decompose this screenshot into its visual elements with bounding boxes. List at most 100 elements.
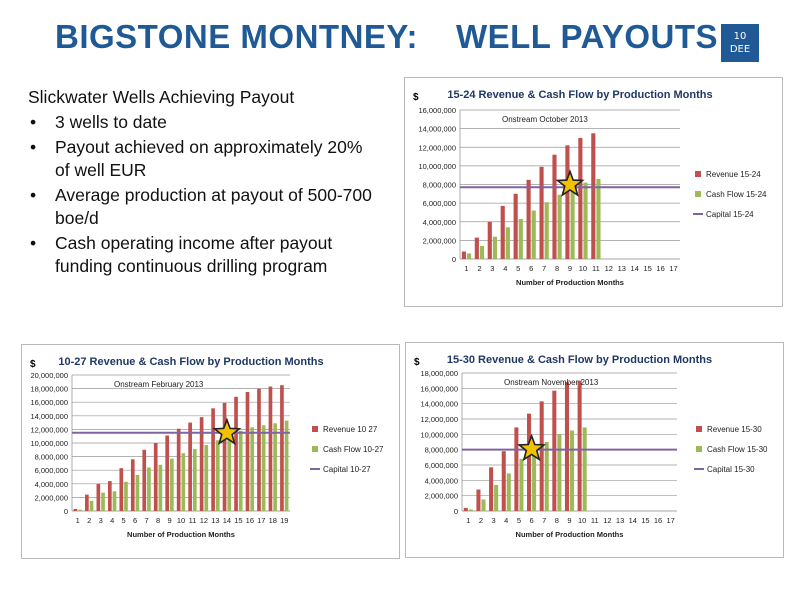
x-tick-label: 10 — [578, 516, 586, 525]
onstream-annotation: Onstream October 2013 — [502, 115, 588, 124]
cash-flow-bar — [505, 227, 510, 259]
y-tick-label: 2,000,000 — [425, 492, 458, 501]
slide-title: BIGSTONE MONTNEY: WELL PAYOUTS — [55, 18, 718, 56]
x-tick-label: 16 — [246, 516, 254, 525]
cash-flow-bar — [147, 467, 151, 511]
x-tick-label: 11 — [592, 264, 600, 273]
x-axis-label: Number of Production Months — [516, 530, 624, 539]
cash-flow-bar — [89, 500, 94, 511]
y-tick-label: 6,000,000 — [423, 199, 456, 208]
revenue-bar — [142, 449, 147, 511]
y-tick-label: 16,000,000 — [420, 384, 458, 393]
cash-flow-bar — [284, 420, 289, 511]
y-tick-label: 8,000,000 — [425, 446, 458, 455]
chart-title: 10-27 Revenue & Cash Flow by Production … — [58, 356, 323, 368]
summary-bullet: Cash operating income after payout fundi… — [28, 232, 378, 278]
payout-star-icon — [517, 433, 547, 462]
x-tick-label: 9 — [568, 264, 572, 273]
currency-label: $ — [413, 92, 419, 103]
x-tick-label: 12 — [605, 264, 613, 273]
cash-flow-bar — [78, 509, 82, 511]
chart-title: 15-30 Revenue & Cash Flow by Production … — [447, 354, 712, 366]
payout-star-icon — [555, 169, 585, 197]
revenue-bar — [539, 166, 544, 259]
revenue-bar — [130, 459, 135, 511]
x-tick-label: 11 — [189, 516, 197, 525]
summary-text: Slickwater Wells Achieving Payout 3 well… — [28, 86, 378, 280]
y-tick-label: 4,000,000 — [35, 480, 68, 489]
chart-15-30: 15-30 Revenue & Cash Flow by Production … — [405, 342, 784, 558]
cash-flow-bar — [468, 509, 473, 511]
revenue-bar — [577, 380, 582, 511]
cash-flow-bar — [227, 436, 232, 511]
summary-bullet: Payout achieved on approximately 20% of … — [28, 136, 378, 182]
y-tick-label: 10,000,000 — [418, 162, 456, 171]
y-tick-label: 6,000,000 — [425, 461, 458, 470]
y-tick-label: 14,000,000 — [420, 400, 458, 409]
x-tick-label: 3 — [99, 516, 103, 525]
currency-label: $ — [30, 359, 36, 370]
revenue-bar — [119, 468, 124, 511]
x-tick-label: 1 — [76, 516, 80, 525]
x-tick-label: 6 — [133, 516, 137, 525]
x-tick-label: 7 — [542, 264, 546, 273]
x-tick-label: 16 — [654, 516, 662, 525]
chart-15-30-svg: 15-30 Revenue & Cash Flow by Production … — [414, 354, 768, 539]
chart-title: 15-24 Revenue & Cash Flow by Production … — [447, 89, 712, 101]
x-tick-label: 14 — [223, 516, 231, 525]
cash-flow-bar — [557, 434, 562, 511]
x-tick-label: 17 — [667, 516, 675, 525]
revenue-bar — [489, 467, 494, 511]
revenue-bar — [268, 386, 273, 511]
x-tick-label: 14 — [629, 516, 637, 525]
chart-15-24: 15-24 Revenue & Cash Flow by Production … — [404, 77, 783, 307]
revenue-bar — [487, 221, 492, 259]
revenue-bar — [476, 489, 481, 511]
revenue-bar — [73, 508, 78, 511]
y-tick-label: 20,000,000 — [30, 371, 68, 380]
revenue-bar — [463, 507, 468, 511]
legend-swatch — [695, 171, 701, 177]
slide-title-left: BIGSTONE MONTNEY: — [55, 18, 418, 55]
cash-flow-bar — [518, 218, 523, 259]
cash-flow-bar — [101, 492, 105, 511]
cash-flow-bar — [596, 178, 601, 259]
y-tick-label: 18,000,000 — [420, 369, 458, 378]
x-tick-label: 12 — [603, 516, 611, 525]
revenue-bar — [165, 435, 170, 511]
x-tick-label: 4 — [110, 516, 114, 525]
summary-heading: Slickwater Wells Achieving Payout — [28, 87, 295, 107]
summary-bullet: Average production at payout of 500-700 … — [28, 184, 378, 230]
x-tick-label: 5 — [122, 516, 126, 525]
cash-flow-bar — [273, 423, 277, 511]
revenue-bar — [199, 417, 204, 511]
revenue-bar — [176, 428, 181, 511]
revenue-bar — [514, 427, 519, 511]
revenue-bar — [211, 408, 215, 511]
y-tick-label: 12,000,000 — [30, 425, 68, 434]
cash-flow-bar — [158, 464, 163, 511]
chart-10-27: 10-27 Revenue & Cash Flow by Production … — [21, 344, 400, 559]
cash-flow-bar — [570, 188, 575, 259]
revenue-bar — [552, 154, 557, 259]
legend-label: Cash Flow 10-27 — [323, 445, 384, 454]
cash-flow-bar — [479, 245, 485, 259]
cash-flow-bar — [238, 430, 243, 511]
y-tick-label: 4,000,000 — [425, 476, 458, 485]
x-tick-label: 1 — [464, 264, 468, 273]
cash-flow-bar — [506, 473, 511, 511]
cash-flow-bar — [124, 481, 128, 511]
chart-15-24-svg: 15-24 Revenue & Cash Flow by Production … — [413, 89, 767, 287]
x-tick-label: 8 — [555, 516, 559, 525]
y-tick-label: 10,000,000 — [420, 430, 458, 439]
revenue-bar — [107, 481, 112, 511]
x-tick-label: 15 — [234, 516, 242, 525]
cash-flow-bar — [544, 442, 549, 511]
x-tick-label: 9 — [167, 516, 171, 525]
cash-flow-bar — [466, 253, 472, 259]
chart-10-27-svg: 10-27 Revenue & Cash Flow by Production … — [30, 356, 384, 539]
revenue-bar — [153, 443, 158, 511]
legend-label: Revenue 15-30 — [707, 425, 762, 434]
x-tick-label: 7 — [542, 516, 546, 525]
legend-swatch — [695, 191, 701, 197]
